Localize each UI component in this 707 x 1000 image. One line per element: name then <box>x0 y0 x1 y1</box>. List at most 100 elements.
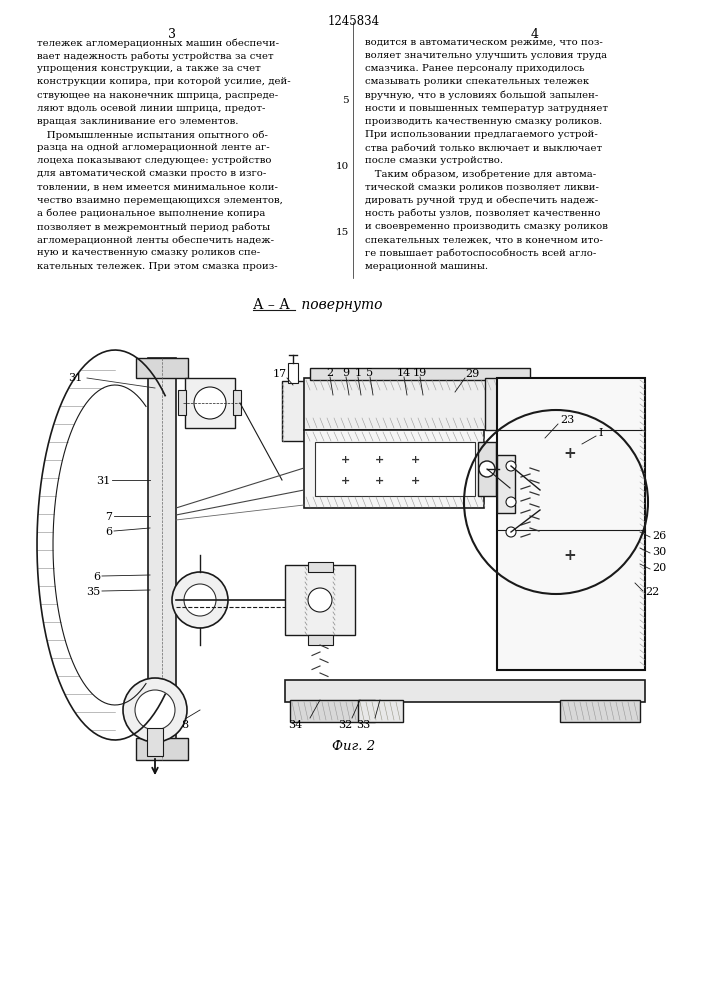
Bar <box>478 442 496 496</box>
Bar <box>288 363 298 383</box>
Text: 23: 23 <box>560 415 574 425</box>
Text: 3: 3 <box>168 28 176 41</box>
Text: ную и качественную смазку роликов спе-: ную и качественную смазку роликов спе- <box>37 248 260 257</box>
Text: упрощения конструкции, а также за счет: упрощения конструкции, а также за счет <box>37 64 261 73</box>
Text: товлении, в нем имеется минимальное коли-: товлении, в нем имеется минимальное коли… <box>37 183 278 192</box>
Text: производить качественную смазку роликов.: производить качественную смазку роликов. <box>365 117 602 126</box>
Text: тележек агломерационных машин обеспечи-: тележек агломерационных машин обеспечи- <box>37 38 279 47</box>
Bar <box>178 390 186 415</box>
Bar <box>290 700 375 722</box>
Text: 31: 31 <box>68 373 82 383</box>
Text: 6: 6 <box>93 572 100 582</box>
Text: 14: 14 <box>397 368 411 378</box>
Text: 2: 2 <box>327 368 334 378</box>
Circle shape <box>308 588 332 612</box>
Text: Промышленные испытания опытного об-: Промышленные испытания опытного об- <box>37 130 268 140</box>
Text: ге повышает работоспособность всей агло-: ге повышает работоспособность всей агло- <box>365 248 596 258</box>
Text: вручную, что в условиях большой запылен-: вручную, что в условиях большой запылен- <box>365 91 598 100</box>
Text: +: + <box>563 548 576 562</box>
Text: Таким образом, изобретение для автома-: Таким образом, изобретение для автома- <box>365 169 596 179</box>
Circle shape <box>506 461 516 471</box>
Text: 29: 29 <box>465 369 479 379</box>
Text: спекательных тележек, что в конечном ито-: спекательных тележек, что в конечном ито… <box>365 235 603 244</box>
Text: повернуто: повернуто <box>297 298 382 312</box>
Bar <box>497 455 515 513</box>
Text: 9: 9 <box>342 368 349 378</box>
Text: позволяет в межремонтный период работы: позволяет в межремонтный период работы <box>37 222 270 232</box>
Text: 26: 26 <box>652 531 666 541</box>
Text: вает надежность работы устройства за счет: вает надежность работы устройства за сче… <box>37 51 274 61</box>
Circle shape <box>479 461 495 477</box>
Bar <box>148 358 176 758</box>
Text: +: + <box>410 476 420 486</box>
Bar <box>285 565 355 635</box>
Text: 15: 15 <box>336 228 349 237</box>
Text: смазывать ролики спекательных тележек: смазывать ролики спекательных тележек <box>365 77 589 86</box>
Text: разца на одной агломерационной ленте аг-: разца на одной агломерационной ленте аг- <box>37 143 269 152</box>
Text: +: + <box>375 455 385 465</box>
Bar <box>136 358 188 378</box>
Text: водится в автоматическом режиме, что поз-: водится в автоматическом режиме, что поз… <box>365 38 603 47</box>
Text: ствующее на наконечник шприца, распреде-: ствующее на наконечник шприца, распреде- <box>37 91 278 100</box>
Text: воляет значительно улучшить условия труда: воляет значительно улучшить условия труд… <box>365 51 607 60</box>
Text: конструкции копира, при которой усилие, дей-: конструкции копира, при которой усилие, … <box>37 77 291 86</box>
Text: А – А: А – А <box>253 298 290 312</box>
Bar <box>304 430 484 508</box>
Bar <box>560 700 640 722</box>
Text: 34: 34 <box>288 720 302 730</box>
Text: Фиг. 2: Фиг. 2 <box>332 740 375 753</box>
Text: ность работы узлов, позволяет качественно: ность работы узлов, позволяет качественн… <box>365 209 600 218</box>
Bar <box>310 368 530 380</box>
Text: При использовании предлагаемого устрой-: При использовании предлагаемого устрой- <box>365 130 597 139</box>
Text: 20: 20 <box>652 563 666 573</box>
Circle shape <box>194 387 226 419</box>
Text: и своевременно производить смазку роликов: и своевременно производить смазку ролико… <box>365 222 608 231</box>
Text: смазчика. Ранее персоналу приходилось: смазчика. Ранее персоналу приходилось <box>365 64 585 73</box>
Bar <box>497 378 645 670</box>
Text: 19: 19 <box>413 368 427 378</box>
Text: +: + <box>410 455 420 465</box>
Bar <box>282 381 304 441</box>
Text: 6: 6 <box>105 527 112 537</box>
Text: +: + <box>340 476 350 486</box>
Text: лоцеха показывают следующее: устройство: лоцеха показывают следующее: устройство <box>37 156 271 165</box>
Text: ства рабочий только включает и выключает: ства рабочий только включает и выключает <box>365 143 602 153</box>
Text: 22: 22 <box>645 587 659 597</box>
Circle shape <box>172 572 228 628</box>
Text: после смазки устройство.: после смазки устройство. <box>365 156 503 165</box>
Bar <box>285 680 645 702</box>
Text: 17: 17 <box>273 369 287 379</box>
Bar <box>304 378 540 430</box>
Text: 8: 8 <box>182 720 189 730</box>
Text: +: + <box>563 446 576 462</box>
Text: тической смазки роликов позволяет ликви-: тической смазки роликов позволяет ликви- <box>365 183 599 192</box>
Text: вращая заклинивание его элементов.: вращая заклинивание его элементов. <box>37 117 238 126</box>
Text: 5: 5 <box>342 96 349 105</box>
Text: 1: 1 <box>354 368 361 378</box>
Text: 1245834: 1245834 <box>328 15 380 28</box>
Text: а более рациональное выполнение копира: а более рациональное выполнение копира <box>37 209 265 218</box>
Text: 5: 5 <box>366 368 373 378</box>
Text: мерационной машины.: мерационной машины. <box>365 262 488 271</box>
Bar <box>233 390 241 415</box>
Text: 35: 35 <box>86 587 100 597</box>
Text: агломерационной ленты обеспечить надеж-: агломерационной ленты обеспечить надеж- <box>37 235 274 245</box>
Bar <box>308 635 333 645</box>
Circle shape <box>123 678 187 742</box>
Text: ности и повышенных температур затрудняет: ности и повышенных температур затрудняет <box>365 104 608 113</box>
Text: 32: 32 <box>338 720 352 730</box>
Circle shape <box>506 497 516 507</box>
Text: 4: 4 <box>531 28 539 41</box>
Text: 10: 10 <box>336 162 349 171</box>
Text: дировать ручной труд и обеспечить надеж-: дировать ручной труд и обеспечить надеж- <box>365 196 598 205</box>
Bar <box>147 728 163 756</box>
Text: 31: 31 <box>95 476 110 486</box>
Circle shape <box>184 584 216 616</box>
Text: ляют вдоль осевой линии шприца, предот-: ляют вдоль осевой линии шприца, предот- <box>37 104 265 113</box>
Bar <box>185 378 235 428</box>
Text: I: I <box>598 428 602 438</box>
Text: для автоматической смазки просто в изго-: для автоматической смазки просто в изго- <box>37 169 267 178</box>
Bar <box>485 378 540 430</box>
Text: 33: 33 <box>356 720 370 730</box>
Text: чество взаимно перемещающихся элементов,: чество взаимно перемещающихся элементов, <box>37 196 283 205</box>
